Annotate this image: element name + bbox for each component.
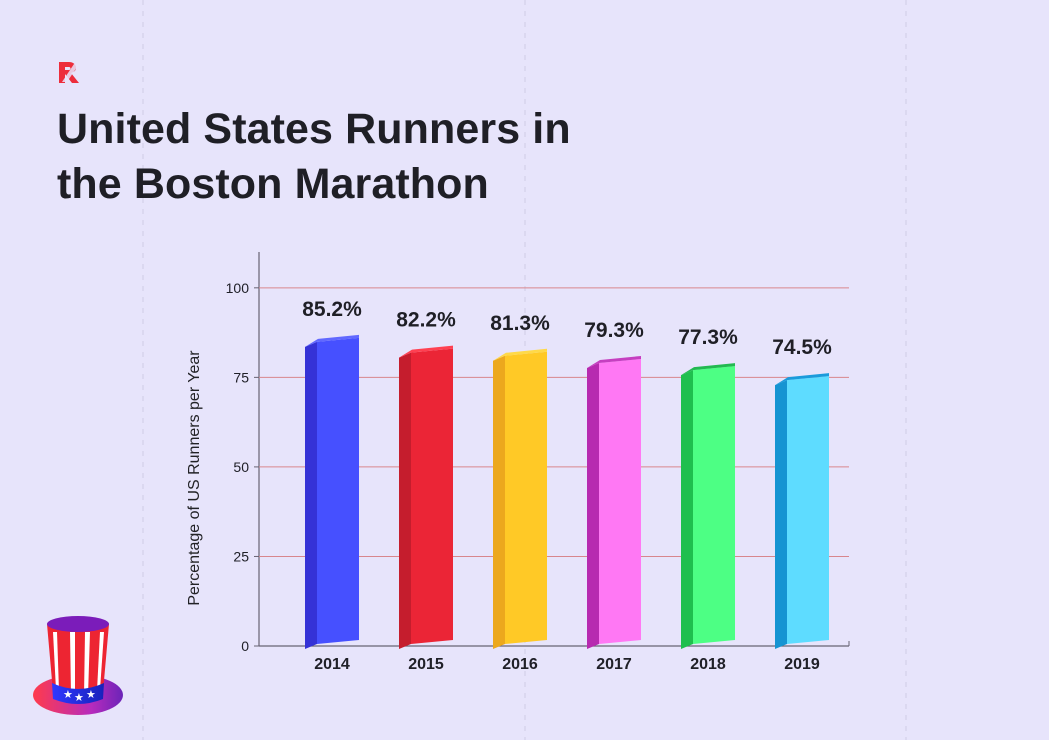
- bar-side-face: [493, 355, 505, 649]
- hat-white-stripe: [84, 632, 90, 696]
- bar-data-label: 79.3%: [584, 319, 644, 342]
- page-title-line-1: United States Runners in: [57, 105, 571, 153]
- bar-top-face: [493, 348, 547, 361]
- bar: [599, 358, 641, 644]
- x-axis-tick-label: 2014: [314, 656, 350, 673]
- hat-top: [47, 616, 109, 632]
- bar-top-face: [775, 373, 829, 386]
- hat-crown: [47, 617, 109, 698]
- bar-data-label: 81.3%: [490, 312, 550, 335]
- page-title-line-2: the Boston Marathon: [57, 160, 489, 208]
- bar-data-label: 77.3%: [678, 326, 738, 349]
- page-title: United States Runners in the Boston Mara…: [57, 102, 677, 212]
- y-axis-tick-label: 25: [233, 548, 249, 564]
- bar-side-face: [587, 362, 599, 649]
- bar: [693, 366, 735, 644]
- uncle-sam-hat-icon: ★ ★ ★: [33, 616, 123, 715]
- x-axis-tick-label: 2017: [596, 656, 632, 673]
- bar-top-face: [399, 345, 453, 358]
- bar-side-face: [305, 341, 317, 649]
- x-axis-tick-label: 2016: [502, 656, 538, 673]
- bar-top-face: [587, 355, 641, 368]
- brand-logo-icon: R: [59, 62, 79, 83]
- hat-white-stripe: [53, 632, 59, 691]
- bar: [505, 351, 547, 644]
- bar-top-face: [681, 363, 735, 376]
- y-axis-tick-label: 0: [241, 638, 249, 654]
- bar: [411, 348, 453, 644]
- brand-logo-slash: [62, 64, 79, 82]
- bar-side-face: [775, 380, 787, 649]
- y-axis-title: Percentage of US Runners per Year: [186, 350, 203, 606]
- hat-white-stripe: [97, 632, 104, 691]
- hat-star: ★: [74, 691, 84, 704]
- bar-side-face: [399, 352, 411, 649]
- hat-star: ★: [63, 688, 73, 701]
- bar: [787, 376, 829, 644]
- bar-side-face: [681, 370, 693, 649]
- x-axis-tick-label: 2015: [408, 656, 444, 673]
- bar-data-label: 74.5%: [772, 336, 832, 359]
- x-axis-tick-label: 2019: [784, 656, 820, 673]
- bar-data-label: 82.2%: [396, 309, 456, 332]
- x-axis-tick-label: 2018: [690, 656, 726, 673]
- hat-star-band: [52, 683, 104, 704]
- y-axis-tick-label: 50: [233, 459, 249, 475]
- bar-top-face: [305, 334, 359, 347]
- bar-data-label: 85.2%: [302, 298, 362, 321]
- hat-star: ★: [86, 688, 96, 701]
- hat-white-stripe: [70, 632, 75, 696]
- y-axis-tick-label: 75: [233, 369, 249, 385]
- bar: [317, 337, 359, 644]
- y-axis-tick-label: 100: [226, 280, 250, 296]
